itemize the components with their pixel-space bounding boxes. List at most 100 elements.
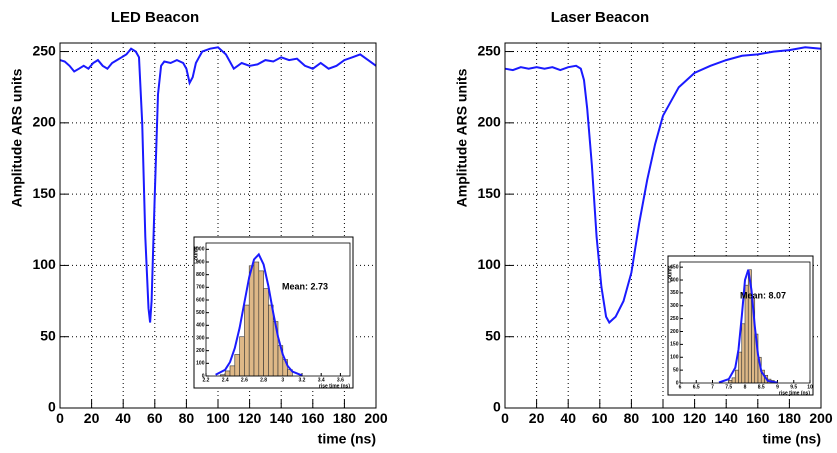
inset-annotation: Mean: 2.73 bbox=[282, 281, 328, 291]
histogram-bar bbox=[224, 370, 231, 377]
histogram-bar bbox=[731, 377, 736, 384]
x-tick-label: 8.5 bbox=[758, 384, 765, 390]
histogram-bar bbox=[263, 288, 269, 377]
x-tick-label: 7.5 bbox=[725, 384, 732, 390]
x-tick-label: 20 bbox=[84, 410, 100, 426]
x-tick-label: 3.6 bbox=[337, 377, 344, 383]
x-tick-label: 140 bbox=[270, 410, 294, 426]
histogram-bar bbox=[229, 365, 236, 377]
series-line bbox=[59, 46, 377, 323]
histogram-bar bbox=[253, 261, 260, 377]
y-tick-label: 600 bbox=[196, 297, 205, 303]
inset-plot-frame bbox=[679, 261, 811, 384]
inset-y-title: Counts bbox=[193, 246, 199, 263]
x-tick-label: 40 bbox=[560, 410, 576, 426]
x-tick-label: 180 bbox=[333, 410, 357, 426]
y-tick-label: 300 bbox=[670, 303, 679, 309]
x-tick-label: 0 bbox=[56, 410, 64, 426]
y-tick-label: 200 bbox=[32, 114, 56, 130]
histogram-bar bbox=[741, 323, 746, 384]
x-tick-label: 60 bbox=[592, 410, 608, 426]
plot-frame bbox=[59, 42, 377, 409]
x-tick-label: 120 bbox=[683, 410, 707, 426]
y-tick-label: 0 bbox=[676, 380, 679, 386]
y-tick-label: 1000 bbox=[193, 247, 204, 253]
y-tick-label: 400 bbox=[196, 323, 205, 329]
histogram-bar bbox=[244, 304, 250, 377]
x-tick-label: 200 bbox=[364, 410, 388, 426]
y-tick-label: 350 bbox=[670, 290, 679, 296]
y-tick-label: 150 bbox=[32, 185, 56, 201]
y-tick-label: 900 bbox=[196, 259, 205, 265]
y-tick-label: 100 bbox=[196, 361, 205, 367]
fit-line bbox=[215, 252, 303, 377]
x-tick-label: 180 bbox=[778, 410, 802, 426]
x-tick-label: 20 bbox=[529, 410, 545, 426]
x-tick-label: 160 bbox=[746, 410, 770, 426]
y-tick-label: 50 bbox=[485, 327, 501, 343]
histogram-bar bbox=[268, 304, 274, 377]
histogram-bar bbox=[258, 270, 264, 377]
inset-annotation: Mean: 8.07 bbox=[740, 290, 786, 300]
x-axis-title: time (ns) bbox=[763, 431, 821, 447]
histogram-bar bbox=[239, 336, 245, 377]
y-tick-label: 200 bbox=[477, 114, 501, 130]
x-tick-label: 2.2 bbox=[203, 377, 210, 383]
y-tick-label: 100 bbox=[477, 256, 501, 272]
y-tick-label: 150 bbox=[477, 185, 501, 201]
x-axis-title: time (ns) bbox=[318, 431, 376, 447]
y-tick-label: 250 bbox=[670, 316, 679, 322]
y-axis-title: Amplitude ARS units bbox=[454, 68, 470, 207]
x-tick-label: 2.6 bbox=[241, 377, 248, 383]
x-tick-label: 100 bbox=[206, 410, 230, 426]
y-tick-label: 0 bbox=[493, 399, 501, 415]
x-tick-label: 3.2 bbox=[299, 377, 306, 383]
y-tick-label: 150 bbox=[670, 342, 679, 348]
x-tick-label: 160 bbox=[301, 410, 325, 426]
x-tick-label: 140 bbox=[715, 410, 739, 426]
y-tick-label: 100 bbox=[670, 355, 679, 361]
inset-x-title: rise time (ns) bbox=[319, 383, 350, 389]
x-tick-label: 7 bbox=[711, 384, 714, 390]
fit-line bbox=[718, 269, 778, 384]
y-tick-label: 0 bbox=[202, 373, 205, 379]
y-tick-label: 700 bbox=[196, 285, 205, 291]
x-tick-label: 80 bbox=[179, 410, 195, 426]
histogram-bar bbox=[734, 369, 739, 384]
chart-title: LED Beacon bbox=[111, 9, 199, 26]
inset-plot-frame bbox=[205, 242, 351, 377]
y-axis-title: Amplitude ARS units bbox=[9, 68, 25, 207]
y-tick-label: 500 bbox=[196, 310, 205, 316]
x-tick-label: 0 bbox=[501, 410, 509, 426]
inset-x-title: rise time (ns) bbox=[779, 390, 810, 396]
y-tick-label: 450 bbox=[670, 264, 679, 270]
x-tick-label: 6 bbox=[679, 384, 682, 390]
x-tick-label: 200 bbox=[809, 410, 833, 426]
x-tick-label: 10 bbox=[807, 384, 813, 390]
x-tick-label: 40 bbox=[115, 410, 131, 426]
x-tick-label: 80 bbox=[624, 410, 640, 426]
x-tick-label: 6.5 bbox=[693, 384, 700, 390]
x-tick-label: 60 bbox=[147, 410, 163, 426]
x-tick-label: 120 bbox=[238, 410, 262, 426]
histogram-bar bbox=[738, 351, 743, 384]
chart-title: Laser Beacon bbox=[551, 9, 649, 26]
y-tick-label: 800 bbox=[196, 272, 205, 278]
inset-y-title: Counts bbox=[667, 265, 673, 282]
x-tick-label: 8 bbox=[744, 384, 747, 390]
y-tick-label: 300 bbox=[196, 335, 205, 341]
x-tick-label: 2.8 bbox=[260, 377, 267, 383]
y-tick-label: 250 bbox=[32, 42, 56, 58]
y-tick-label: 50 bbox=[673, 367, 679, 373]
x-tick-label: 3.4 bbox=[318, 377, 325, 383]
x-tick-label: 9.5 bbox=[790, 384, 797, 390]
x-tick-label: 3 bbox=[281, 377, 284, 383]
histogram-bar bbox=[234, 354, 240, 377]
x-tick-label: 9 bbox=[776, 384, 779, 390]
y-tick-label: 200 bbox=[196, 348, 205, 354]
y-tick-label: 250 bbox=[477, 42, 501, 58]
x-tick-label: 2.4 bbox=[222, 377, 229, 383]
y-tick-label: 200 bbox=[670, 329, 679, 335]
